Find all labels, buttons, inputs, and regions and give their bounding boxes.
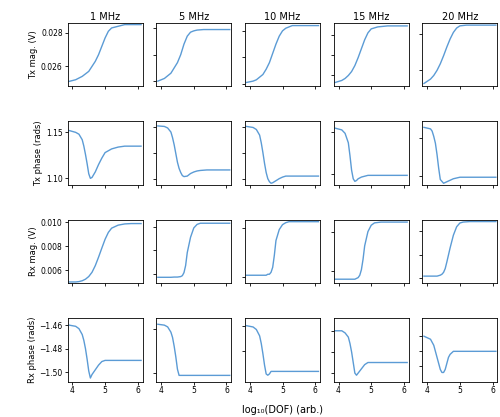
Title: 5 MHz: 5 MHz <box>178 12 209 22</box>
Y-axis label: Rx phase (rads): Rx phase (rads) <box>28 317 36 383</box>
Y-axis label: Tx phase (rads): Tx phase (rads) <box>34 120 43 186</box>
Y-axis label: Tx mag. (V): Tx mag. (V) <box>29 30 38 79</box>
Title: 15 MHz: 15 MHz <box>353 12 390 22</box>
Title: 20 MHz: 20 MHz <box>442 12 478 22</box>
Title: 1 MHz: 1 MHz <box>90 12 120 22</box>
Text: log₁₀(DOF) (arb.): log₁₀(DOF) (arb.) <box>242 405 323 415</box>
Title: 10 MHz: 10 MHz <box>264 12 300 22</box>
Y-axis label: Rx mag. (V): Rx mag. (V) <box>29 226 38 276</box>
